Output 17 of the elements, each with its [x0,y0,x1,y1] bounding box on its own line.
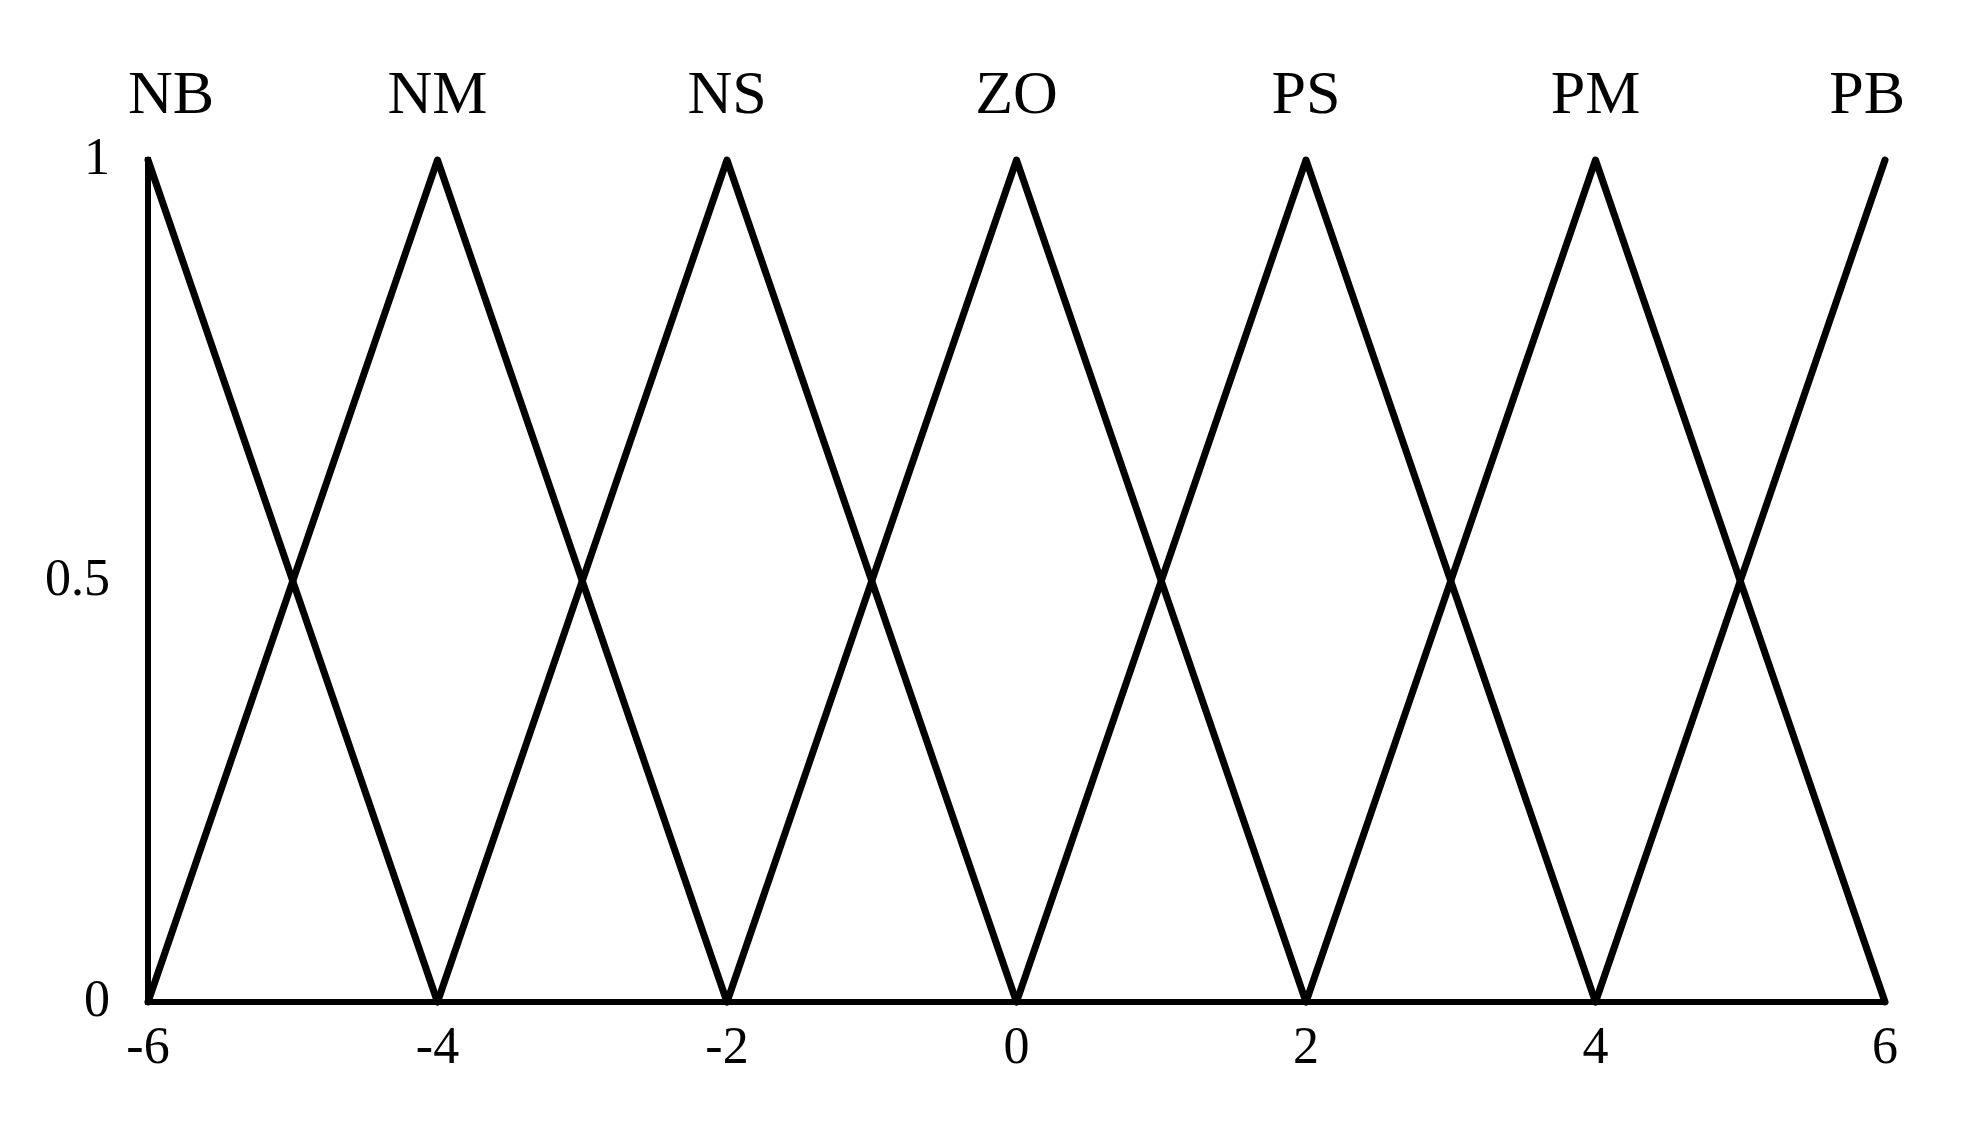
x-tick-label: 2 [1293,1016,1319,1074]
series-label: NM [387,58,488,126]
y-tick-label: 0 [84,969,110,1027]
x-tick-label: -4 [415,1016,460,1074]
x-tick-label: 4 [1582,1016,1609,1074]
x-tick-label: -6 [126,1016,170,1074]
series-label: NB [127,58,215,126]
series-label: PS [1271,58,1341,126]
x-tick-label: -2 [705,1016,749,1074]
y-tick-label: 0.5 [45,548,110,606]
x-tick-label: 0 [1003,1016,1030,1074]
series-label: NS [687,58,767,126]
x-tick-label: 6 [1872,1016,1898,1074]
y-tick-label: 1 [84,127,110,185]
series-label: PM [1550,58,1641,126]
series-label: PB [1829,58,1905,126]
series-label: ZO [975,58,1058,126]
